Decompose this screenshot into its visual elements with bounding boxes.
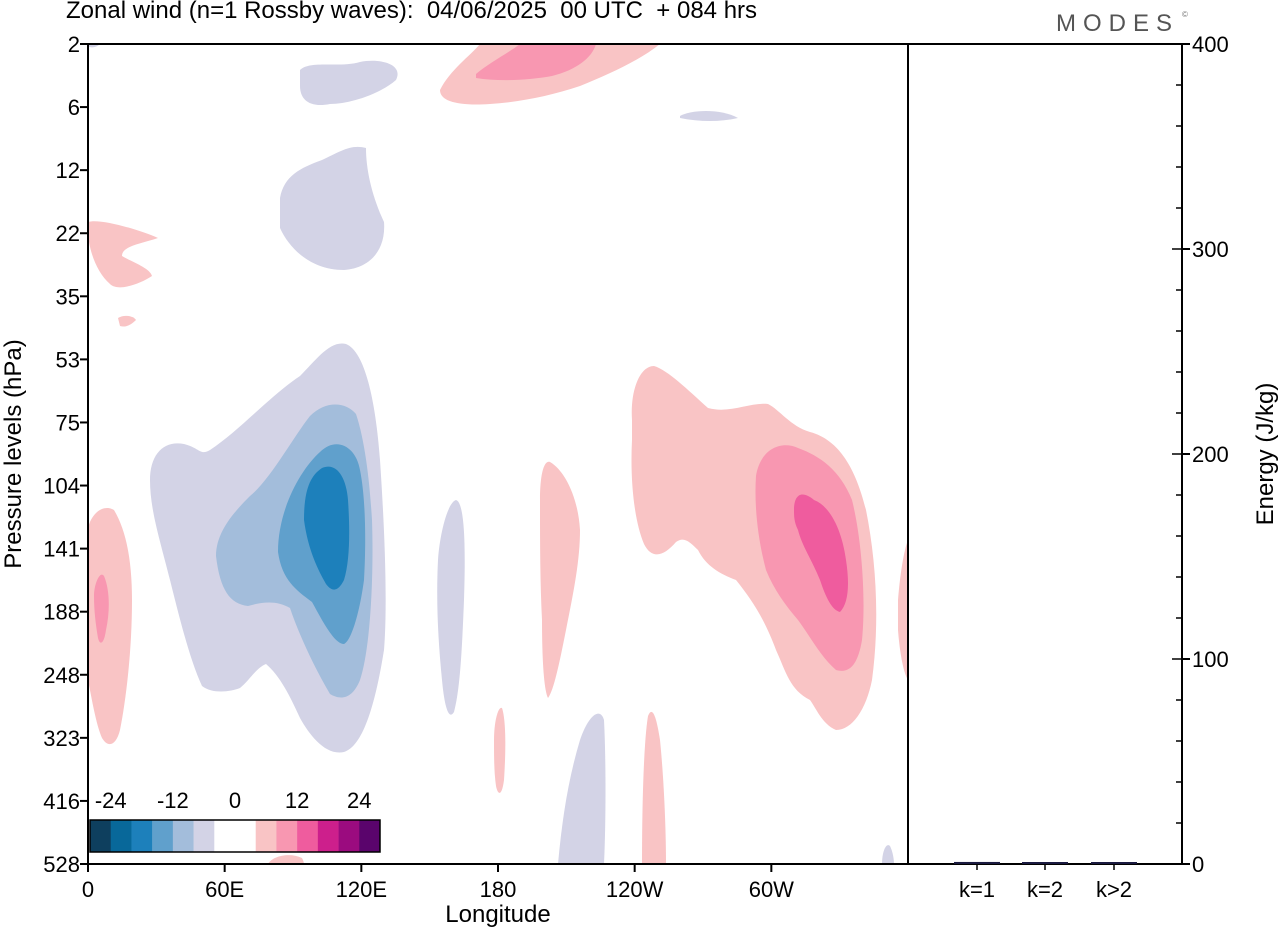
contour-pos-large-8 (755, 445, 864, 671)
colorbar-frame (89, 819, 381, 853)
y-tick-label: 248 (43, 663, 80, 688)
longitude-axis: 0 60E 120E 180 120W 60W (82, 864, 794, 902)
energy-axis: 0 100 200 300 400 (1172, 32, 1229, 877)
energy-tick-label: 200 (1192, 442, 1229, 467)
y-axis-label: Pressure levels (hPa) (0, 339, 27, 568)
colorbar-swatch (359, 820, 381, 852)
y-tick-label: 104 (43, 474, 80, 499)
colorbar-tick-label: -12 (157, 788, 189, 813)
energy-bar (1022, 862, 1068, 864)
x-tick-label: 60E (205, 877, 244, 902)
contour-neg-upper-12 (280, 146, 385, 270)
chart-title: Zonal wind (n=1 Rossby waves): 04/06/202… (66, 0, 758, 24)
energy-tick-label: 300 (1192, 237, 1229, 262)
colorbar-swatch (297, 820, 319, 852)
energy-plot-frame (907, 43, 1183, 865)
x-axis-label: Longitude (445, 901, 550, 928)
colorbar-swatch (131, 820, 153, 852)
energy-tick-label: 400 (1192, 32, 1229, 57)
contour-pos-left-8 (94, 574, 109, 643)
energy-axis-label: Energy (J/kg) (1252, 383, 1279, 526)
y-tick-label: 416 (43, 789, 80, 814)
contour-neg-upper-2 (300, 60, 398, 106)
energy-category-label: k>2 (1096, 877, 1132, 902)
y-tick-label: 75 (56, 410, 80, 435)
energy-tick-label: 100 (1192, 647, 1229, 672)
colorbar-swatch (338, 820, 360, 852)
contour-pos-bottom-speck (268, 855, 304, 864)
contour-pos-large-12 (794, 494, 848, 612)
contour-pos-left-4 (88, 508, 132, 745)
y-tick-label: 2 (68, 32, 80, 57)
colorbar-tick-label: -24 (95, 788, 127, 813)
x-tick-label: 60W (749, 877, 794, 902)
energy-bars: k=1 k=2 k>2 (954, 861, 1137, 902)
colorbar-swatch (255, 820, 277, 852)
energy-bar (1091, 862, 1137, 864)
contour-pos-upper-left (88, 221, 158, 288)
colorbar-swatch (172, 820, 194, 852)
colorbar-swatch (235, 820, 257, 852)
y-tick-label: 323 (43, 726, 80, 751)
energy-tick-label: 0 (1192, 852, 1204, 877)
colorbar-swatch (317, 820, 339, 852)
colorbar-swatch (110, 820, 132, 852)
y-tick-label: 22 (56, 221, 80, 246)
energy-category-label: k=1 (959, 877, 995, 902)
y-tick-label: 35 (56, 284, 80, 309)
contour-neg-edge-bottom (882, 845, 894, 864)
y-tick-label: 141 (43, 537, 80, 562)
y-tick-label: 12 (56, 158, 80, 183)
colorbar-swatch (214, 820, 236, 852)
contour-pos-right-edge (898, 540, 908, 680)
x-tick-label: 120W (606, 877, 664, 902)
colorbar-swatch (90, 820, 112, 852)
y-tick-label: 53 (56, 347, 80, 372)
pressure-axis: 2 6 12 22 35 53 75 104 141 188 248 323 416 528 (43, 32, 88, 877)
brand-mark: © (1182, 10, 1188, 19)
colorbar-swatch (152, 820, 174, 852)
contour-fields (88, 44, 908, 864)
colorbar: -24 -12 0 12 24 (89, 788, 381, 853)
contour-pos-top-8 (476, 44, 596, 81)
colorbar-tick-label: 24 (347, 788, 371, 813)
x-tick-label: 0 (82, 877, 94, 902)
brand-logo: MODES (1056, 10, 1180, 37)
x-tick-label: 120E (336, 877, 387, 902)
colorbar-swatch (193, 820, 215, 852)
contour-pos-strip-bottom (642, 711, 666, 864)
contour-pos-speck (118, 315, 136, 327)
x-tick-label: 180 (480, 877, 517, 902)
colorbar-tick-label: 12 (285, 788, 309, 813)
contour-pos-strip-180e (494, 707, 506, 793)
y-tick-label: 528 (43, 852, 80, 877)
contour-neg-strip-bottom (558, 713, 606, 864)
contour-neg-small-6hpa (680, 111, 738, 121)
y-tick-label: 188 (43, 600, 80, 625)
contour-pos-strip-170w (540, 461, 580, 698)
contour-neg-large-16 (304, 466, 350, 590)
colorbar-tick-label: 0 (229, 788, 241, 813)
contour-neg-strip-180 (437, 500, 465, 715)
colorbar-swatch (276, 820, 298, 852)
energy-category-label: k=2 (1027, 877, 1063, 902)
energy-bar (954, 861, 1000, 864)
y-tick-label: 6 (68, 95, 80, 120)
